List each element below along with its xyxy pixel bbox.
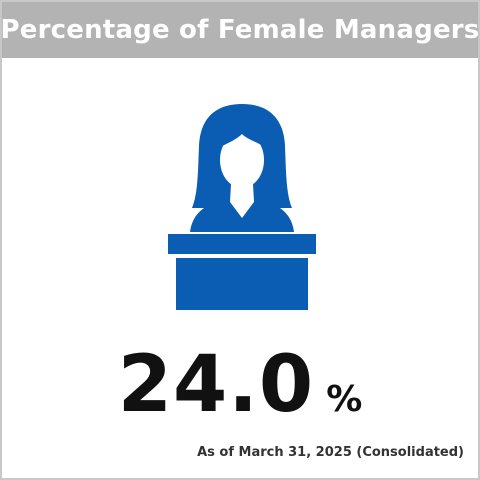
collar-shape — [230, 184, 254, 218]
female-manager-at-desk-icon — [168, 104, 316, 310]
metric-unit: % — [326, 379, 363, 420]
as-of-footnote: As of March 31, 2025 (Consolidated) — [197, 445, 464, 460]
bangs-shape — [218, 125, 266, 148]
card-header: Percentage of Female Managers — [0, 2, 480, 58]
card-title: Percentage of Female Managers — [0, 15, 480, 45]
face-shape — [220, 132, 264, 188]
metric-value-row: 24.0 % — [2, 346, 478, 436]
desk-top — [168, 234, 316, 254]
desk-body — [176, 258, 308, 310]
metric-value: 24.0 — [117, 340, 315, 430]
